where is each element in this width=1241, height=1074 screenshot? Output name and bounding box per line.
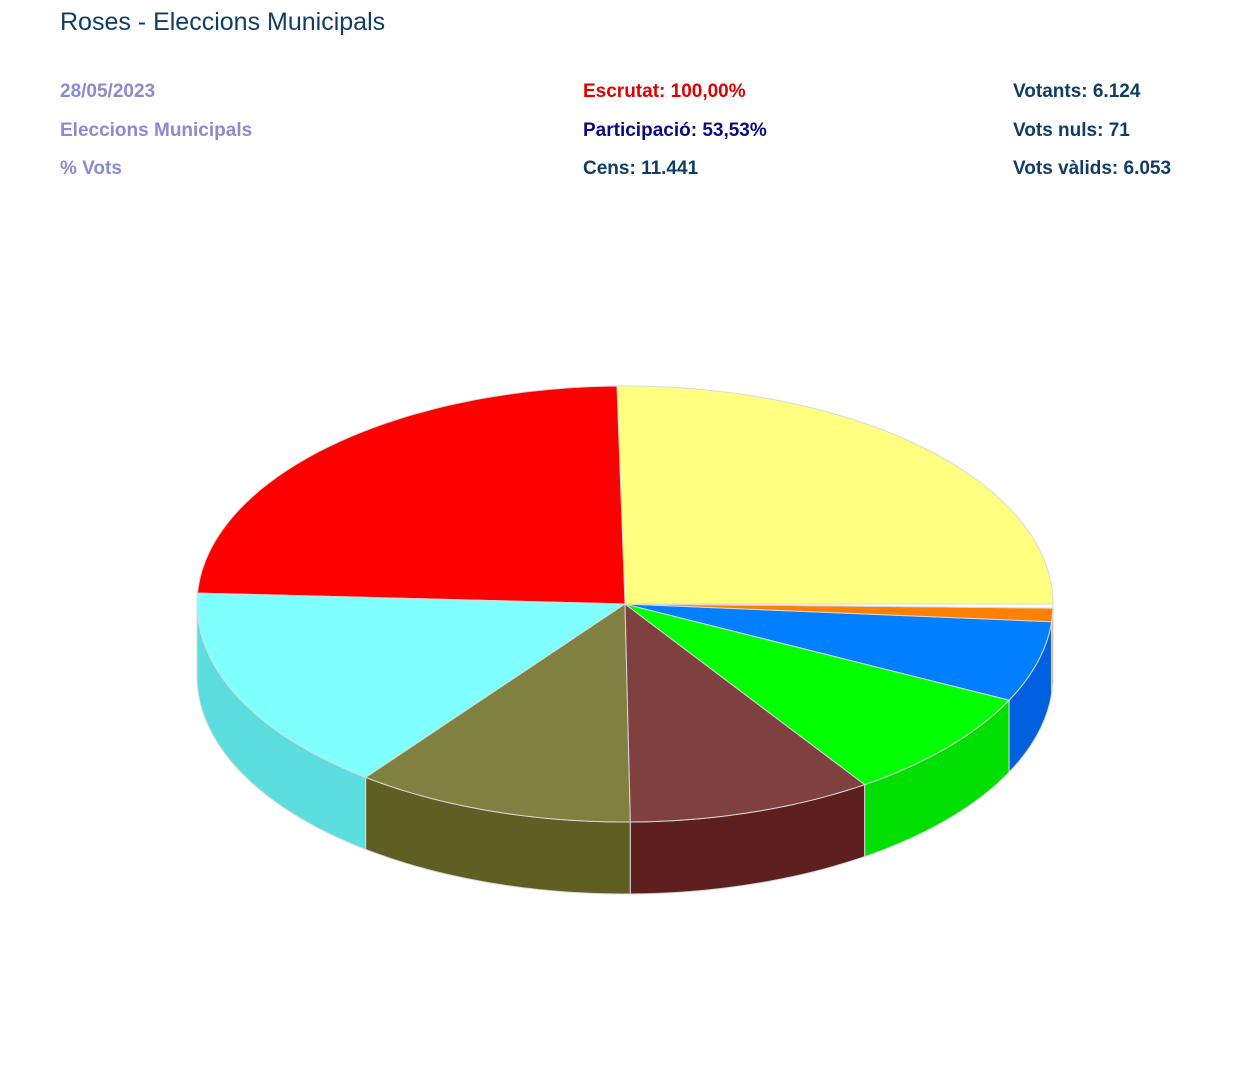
pie-slice [624,602,866,823]
pie-slice [196,592,627,778]
pie-sides [196,603,1054,895]
vots-nuls-stat: Vots nuls: 71 [1013,120,1130,141]
votants-stat: Votants: 6.124 [1013,81,1141,102]
pie-slice [616,385,1054,605]
escrutat-stat: Escrutat: 100,00% [583,81,746,102]
election-date: 28/05/2023 [60,81,156,102]
pie-slice [364,603,631,823]
cens-stat: Cens: 11.441 [583,158,699,179]
page-title: Roses - Eleccions Municipals [60,8,386,36]
pie-slice [624,603,1053,701]
election-type: Eleccions Municipals [60,120,253,141]
participacio-stat: Participació: 53,53% [583,120,767,141]
pie-slice [624,603,1011,786]
pie-tops [196,385,1054,823]
pie-slice [196,385,626,605]
vots-valids-stat: Vots vàlids: 6.053 [1013,158,1172,179]
pie-slice [624,603,1054,609]
metric-label: % Vots [60,158,122,179]
